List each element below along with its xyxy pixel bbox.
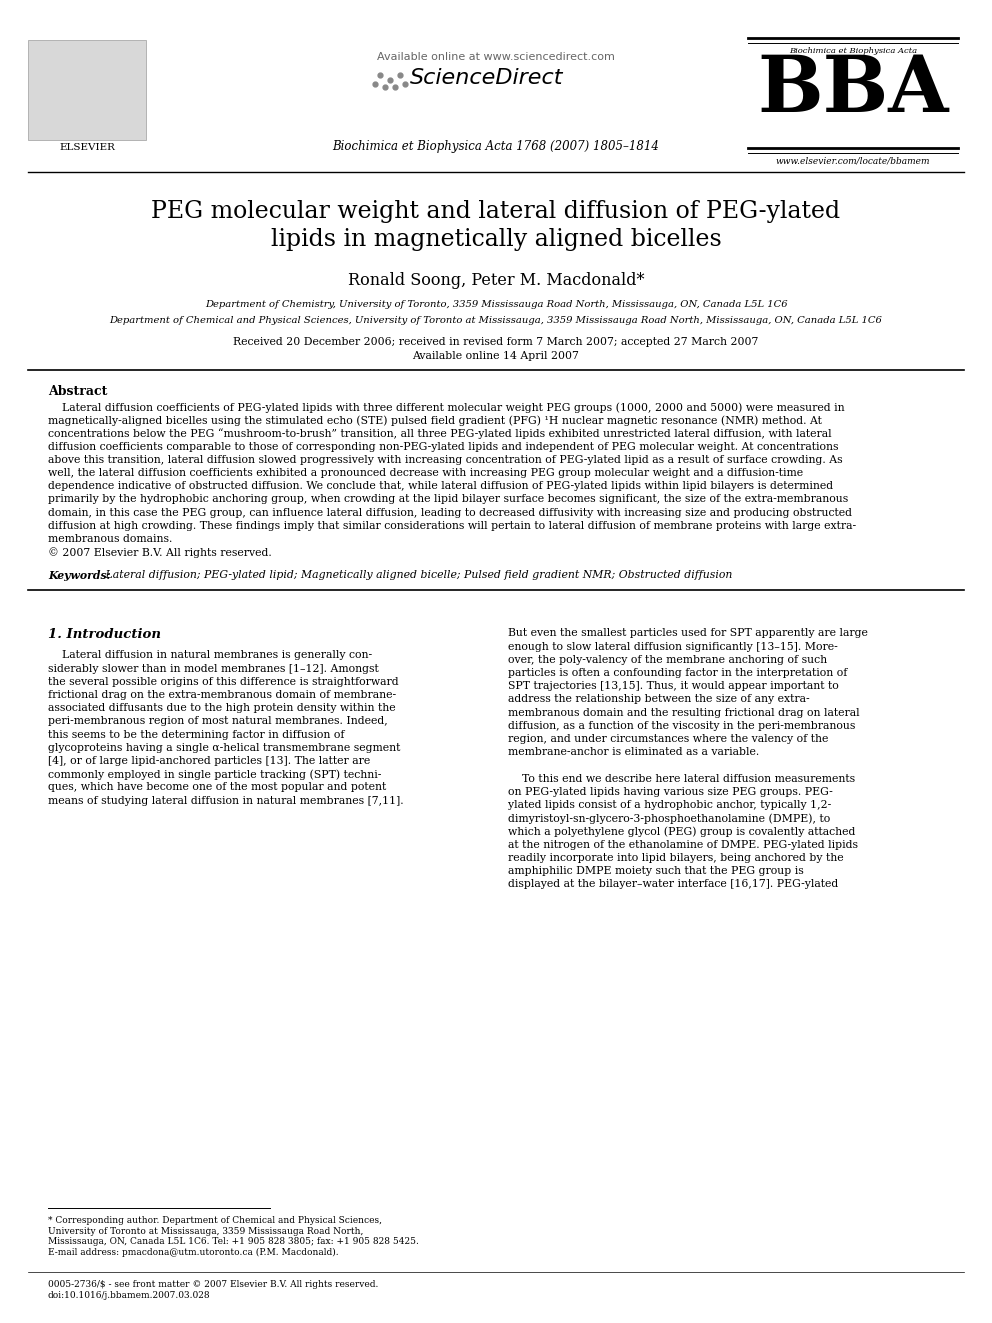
Text: Biochimica et Biophysica Acta 1768 (2007) 1805–1814: Biochimica et Biophysica Acta 1768 (2007… — [332, 140, 660, 153]
Text: [4], or of large lipid-anchored particles [13]. The latter are: [4], or of large lipid-anchored particle… — [48, 755, 370, 766]
Text: on PEG-ylated lipids having various size PEG groups. PEG-: on PEG-ylated lipids having various size… — [508, 787, 832, 796]
Text: diffusion coefficients comparable to those of corresponding non-PEG-ylated lipid: diffusion coefficients comparable to tho… — [48, 442, 838, 451]
Text: address the relationship between the size of any extra-: address the relationship between the siz… — [508, 695, 809, 704]
Text: Received 20 December 2006; received in revised form 7 March 2007; accepted 27 Ma: Received 20 December 2006; received in r… — [233, 337, 759, 347]
Text: To this end we describe here lateral diffusion measurements: To this end we describe here lateral dif… — [508, 774, 855, 783]
Text: enough to slow lateral diffusion significantly [13–15]. More-: enough to slow lateral diffusion signifi… — [508, 642, 838, 652]
Text: commonly employed in single particle tracking (SPT) techni-: commonly employed in single particle tra… — [48, 769, 381, 779]
Text: Lateral diffusion in natural membranes is generally con-: Lateral diffusion in natural membranes i… — [48, 651, 372, 660]
Text: © 2007 Elsevier B.V. All rights reserved.: © 2007 Elsevier B.V. All rights reserved… — [48, 548, 272, 558]
Text: University of Toronto at Mississauga, 3359 Mississauga Road North,: University of Toronto at Mississauga, 33… — [48, 1226, 363, 1236]
Text: BBA: BBA — [757, 52, 948, 128]
Text: Lateral diffusion; PEG-ylated lipid; Magnetically aligned bicelle; Pulsed field : Lateral diffusion; PEG-ylated lipid; Mag… — [102, 570, 732, 581]
Text: which a polyethylene glycol (PEG) group is covalently attached: which a polyethylene glycol (PEG) group … — [508, 827, 855, 837]
Text: amphiphilic DMPE moiety such that the PEG group is: amphiphilic DMPE moiety such that the PE… — [508, 867, 804, 876]
Text: over, the poly-valency of the membrane anchoring of such: over, the poly-valency of the membrane a… — [508, 655, 827, 664]
Text: membrane-anchor is eliminated as a variable.: membrane-anchor is eliminated as a varia… — [508, 747, 759, 757]
Text: readily incorporate into lipid bilayers, being anchored by the: readily incorporate into lipid bilayers,… — [508, 853, 843, 863]
Text: But even the smallest particles used for SPT apparently are large: But even the smallest particles used for… — [508, 628, 868, 639]
Text: the several possible origins of this difference is straightforward: the several possible origins of this dif… — [48, 677, 399, 687]
Text: Biochimica et Biophysica Acta: Biochimica et Biophysica Acta — [789, 48, 917, 56]
Text: PEG molecular weight and lateral diffusion of PEG-ylated: PEG molecular weight and lateral diffusi… — [152, 200, 840, 224]
Text: this seems to be the determining factor in diffusion of: this seems to be the determining factor … — [48, 729, 344, 740]
Text: diffusion, as a function of the viscosity in the peri-membranous: diffusion, as a function of the viscosit… — [508, 721, 855, 730]
Text: Ronald Soong, Peter M. Macdonald*: Ronald Soong, Peter M. Macdonald* — [348, 273, 644, 288]
Text: Department of Chemistry, University of Toronto, 3359 Mississauga Road North, Mis: Department of Chemistry, University of T… — [204, 300, 788, 310]
Text: ques, which have become one of the most popular and potent: ques, which have become one of the most … — [48, 782, 386, 792]
Text: ELSEVIER: ELSEVIER — [60, 143, 115, 152]
Text: Available online at www.sciencedirect.com: Available online at www.sciencedirect.co… — [377, 52, 615, 62]
Text: E-mail address: pmacdona@utm.utoronto.ca (P.M. Macdonald).: E-mail address: pmacdona@utm.utoronto.ca… — [48, 1248, 338, 1257]
Text: Lateral diffusion coefficients of PEG-ylated lipids with three different molecul: Lateral diffusion coefficients of PEG-yl… — [48, 402, 844, 413]
Bar — [28, 40, 146, 140]
Text: concentrations below the PEG “mushroom-to-brush” transition, all three PEG-ylate: concentrations below the PEG “mushroom-t… — [48, 429, 831, 439]
Text: lipids in magnetically aligned bicelles: lipids in magnetically aligned bicelles — [271, 228, 721, 251]
Text: doi:10.1016/j.bbamem.2007.03.028: doi:10.1016/j.bbamem.2007.03.028 — [48, 1291, 210, 1301]
Text: Available online 14 April 2007: Available online 14 April 2007 — [413, 351, 579, 361]
Text: 0005-2736/$ - see front matter © 2007 Elsevier B.V. All rights reserved.: 0005-2736/$ - see front matter © 2007 El… — [48, 1279, 378, 1289]
Text: above this transition, lateral diffusion slowed progressively with increasing co: above this transition, lateral diffusion… — [48, 455, 842, 464]
Text: frictional drag on the extra-membranous domain of membrane-: frictional drag on the extra-membranous … — [48, 691, 396, 700]
Text: magnetically-aligned bicelles using the stimulated echo (STE) pulsed field gradi: magnetically-aligned bicelles using the … — [48, 415, 822, 426]
Text: Keywords:: Keywords: — [48, 570, 111, 581]
Text: 1. Introduction: 1. Introduction — [48, 628, 161, 642]
Text: SPT trajectories [13,15]. Thus, it would appear important to: SPT trajectories [13,15]. Thus, it would… — [508, 681, 839, 691]
Text: Abstract: Abstract — [48, 385, 107, 398]
Text: ylated lipids consist of a hydrophobic anchor, typically 1,2-: ylated lipids consist of a hydrophobic a… — [508, 800, 831, 810]
Text: * Corresponding author. Department of Chemical and Physical Sciences,: * Corresponding author. Department of Ch… — [48, 1216, 382, 1225]
Text: www.elsevier.com/locate/bbamem: www.elsevier.com/locate/bbamem — [776, 157, 930, 165]
Text: primarily by the hydrophobic anchoring group, when crowding at the lipid bilayer: primarily by the hydrophobic anchoring g… — [48, 495, 848, 504]
Text: particles is often a confounding factor in the interpretation of: particles is often a confounding factor … — [508, 668, 847, 677]
Text: at the nitrogen of the ethanolamine of DMPE. PEG-ylated lipids: at the nitrogen of the ethanolamine of D… — [508, 840, 858, 849]
Text: dimyristoyl-sn-glycero-3-phosphoethanolamine (DMPE), to: dimyristoyl-sn-glycero-3-phosphoethanola… — [508, 814, 830, 824]
Text: well, the lateral diffusion coefficients exhibited a pronounced decrease with in: well, the lateral diffusion coefficients… — [48, 468, 804, 478]
Text: membranous domain and the resulting frictional drag on lateral: membranous domain and the resulting fric… — [508, 708, 860, 717]
Text: associated diffusants due to the high protein density within the: associated diffusants due to the high pr… — [48, 704, 396, 713]
Text: Department of Chemical and Physical Sciences, University of Toronto at Mississau: Department of Chemical and Physical Scie… — [109, 316, 883, 325]
Text: Mississauga, ON, Canada L5L 1C6. Tel: +1 905 828 3805; fax: +1 905 828 5425.: Mississauga, ON, Canada L5L 1C6. Tel: +1… — [48, 1237, 419, 1246]
Text: dependence indicative of obstructed diffusion. We conclude that, while lateral d: dependence indicative of obstructed diff… — [48, 482, 833, 491]
Text: displayed at the bilayer–water interface [16,17]. PEG-ylated: displayed at the bilayer–water interface… — [508, 880, 838, 889]
Text: region, and under circumstances where the valency of the: region, and under circumstances where th… — [508, 734, 828, 744]
Text: membranous domains.: membranous domains. — [48, 534, 173, 544]
Text: siderably slower than in model membranes [1–12]. Amongst: siderably slower than in model membranes… — [48, 664, 379, 673]
Text: domain, in this case the PEG group, can influence lateral diffusion, leading to : domain, in this case the PEG group, can … — [48, 508, 852, 517]
Text: glycoproteins having a single α-helical transmembrane segment: glycoproteins having a single α-helical … — [48, 742, 401, 753]
Text: ScienceDirect: ScienceDirect — [410, 67, 563, 89]
Text: means of studying lateral diffusion in natural membranes [7,11].: means of studying lateral diffusion in n… — [48, 795, 404, 806]
Text: peri-membranous region of most natural membranes. Indeed,: peri-membranous region of most natural m… — [48, 716, 388, 726]
Text: diffusion at high crowding. These findings imply that similar considerations wil: diffusion at high crowding. These findin… — [48, 521, 856, 531]
